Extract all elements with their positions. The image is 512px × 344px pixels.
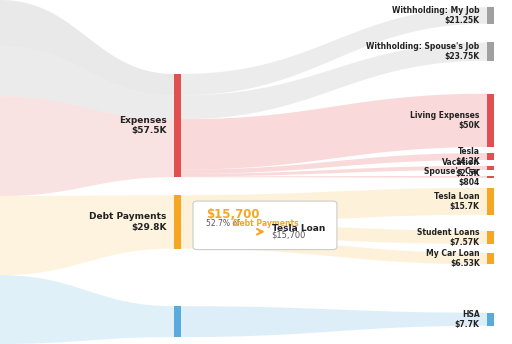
Polygon shape [181,306,487,337]
Bar [174,306,181,337]
Polygon shape [181,43,487,119]
Polygon shape [0,96,174,196]
Text: $15,700: $15,700 [206,208,260,221]
Bar [487,253,494,264]
Polygon shape [181,188,487,223]
Bar [487,42,494,61]
Bar [174,195,181,248]
Text: 52.7% of: 52.7% of [206,219,243,228]
Text: Spouse's Car
$804: Spouse's Car $804 [424,167,480,186]
Polygon shape [0,275,174,344]
Bar [487,153,494,160]
Polygon shape [0,195,174,275]
Text: Living Expenses
$50K: Living Expenses $50K [411,111,480,130]
Text: Withholding: Spouse's Job
$23.75K: Withholding: Spouse's Job $23.75K [367,42,480,61]
Polygon shape [181,153,487,174]
Text: $15,700: $15,700 [272,231,306,240]
Bar [487,188,494,215]
Text: Tesla Loan
$15.7K: Tesla Loan $15.7K [434,192,480,211]
Bar [174,74,181,177]
Text: HSA
$7.7K: HSA $7.7K [455,310,480,329]
Polygon shape [181,237,487,264]
Text: Debt Payments: Debt Payments [233,219,299,228]
Bar [487,313,494,326]
Polygon shape [0,0,174,95]
Text: Tesla
$4.2K: Tesla $4.2K [455,147,480,166]
Text: Student Loans
$7.57K: Student Loans $7.57K [417,228,480,247]
Text: Debt Payments
$29.8K: Debt Payments $29.8K [89,212,166,232]
Bar [487,7,494,24]
Polygon shape [181,94,487,170]
Text: Vacation
$2.5K: Vacation $2.5K [442,158,480,178]
Bar [487,94,494,147]
Polygon shape [181,166,487,176]
Bar [487,166,494,170]
Bar [487,176,494,178]
Polygon shape [181,223,487,244]
Polygon shape [181,7,487,95]
Text: My Car Loan
$6.53K: My Car Loan $6.53K [426,249,480,268]
Text: Withholding: My Job
$21.25K: Withholding: My Job $21.25K [392,6,480,25]
Text: Tesla Loan: Tesla Loan [272,224,325,233]
Polygon shape [0,46,174,119]
Bar [487,231,494,244]
Polygon shape [181,176,487,178]
FancyBboxPatch shape [193,201,337,250]
Text: Expenses
$57.5K: Expenses $57.5K [119,116,166,135]
